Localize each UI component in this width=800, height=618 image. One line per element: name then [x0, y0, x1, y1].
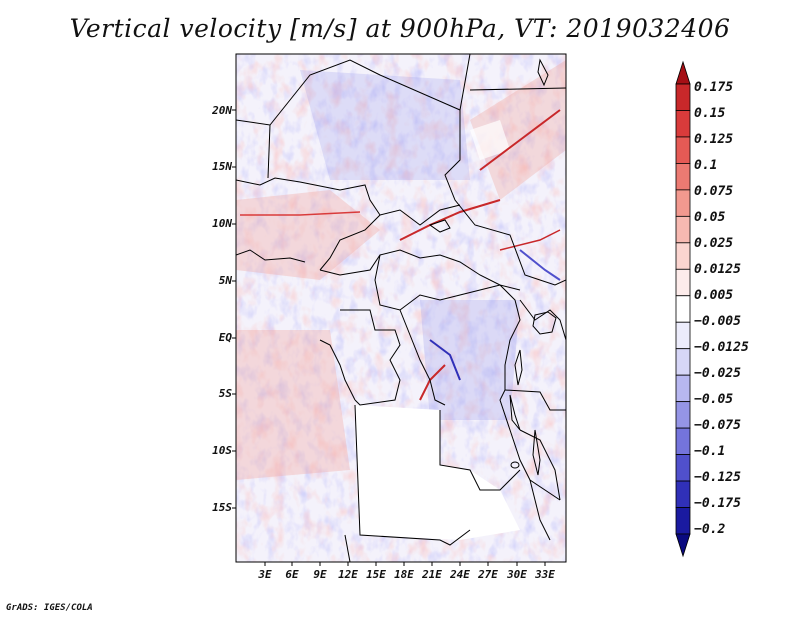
lat-label-10n: 10N: [212, 217, 232, 230]
lon-label-27e: 27E: [478, 568, 498, 581]
colorbar-label: 0.025: [694, 236, 734, 251]
colorbar-label: 0.05: [694, 210, 726, 225]
colorbar-label: 0.15: [694, 106, 726, 121]
lat-label-5s: 5S: [218, 387, 232, 400]
colorbar-label: 0.125: [694, 132, 734, 147]
colorbar-segment: [675, 295, 691, 323]
colorbar-label: 0.175: [694, 80, 734, 95]
axis-ticks: [232, 109, 546, 566]
lat-label-5n: 5N: [218, 274, 232, 287]
colorbar: [675, 60, 691, 558]
lat-label-15n: 15N: [212, 160, 232, 173]
colorbar-segment: [675, 163, 691, 191]
colorbar-label: −0.175: [694, 496, 741, 511]
velocity-field: [236, 54, 566, 562]
lon-label-12e: 12E: [338, 568, 358, 581]
lakes: [428, 58, 557, 476]
credit-text: GrADS: IGES/COLA: [6, 603, 93, 613]
colorbar-segment: [675, 136, 691, 164]
lon-label-18e: 18E: [394, 568, 414, 581]
colorbar-label: −0.075: [694, 418, 741, 433]
lat-label-eq: EQ: [218, 331, 232, 344]
map-frame: [235, 53, 567, 563]
colorbar-segment: [675, 401, 691, 429]
colorbar-segment: [675, 242, 691, 270]
colorbar-segment: [675, 348, 691, 376]
lon-label-3e: 3E: [258, 568, 272, 581]
colorbar-label: 0.1: [694, 158, 718, 173]
colorbar-top-arrow: [675, 60, 691, 85]
colorbar-label: −0.005: [694, 314, 741, 329]
colorbar-segment: [675, 427, 691, 455]
colorbar-segment: [675, 480, 691, 508]
colorbar-segment: [675, 507, 691, 535]
colorbar-segment: [675, 374, 691, 403]
lat-label-15s: 15S: [212, 501, 232, 514]
colorbar-label: −0.125: [694, 470, 741, 485]
lon-label-6e: 6E: [285, 568, 299, 581]
lon-label-21e: 21E: [422, 568, 442, 581]
colorbar-segment: [675, 454, 691, 482]
colorbar-segment: [675, 268, 691, 297]
colorbar-label: −0.025: [694, 366, 741, 381]
country-borders: [236, 54, 566, 562]
colorbar-label: −0.1: [694, 444, 726, 459]
map-title: Vertical velocity [m/s] at 900hPa, VT: 2…: [69, 14, 731, 43]
colorbar-label: 0.075: [694, 184, 734, 199]
lon-label-33e: 33E: [535, 568, 555, 581]
colorbar-segment: [675, 110, 691, 138]
colorbar-label: 0.005: [694, 288, 734, 303]
colorbar-segment: [675, 83, 691, 111]
lon-label-24e: 24E: [450, 568, 470, 581]
colorbar-segment: [675, 215, 691, 244]
lat-label-10s: 10S: [212, 444, 232, 457]
colorbar-segment: [675, 189, 691, 217]
lon-label-30e: 30E: [507, 568, 527, 581]
colorbar-label: −0.05: [694, 392, 734, 407]
colorbar-label: −0.2: [694, 522, 726, 537]
lon-label-9e: 9E: [313, 568, 327, 581]
colorbar-label: 0.0125: [694, 262, 741, 277]
lat-label-20n: 20N: [212, 104, 232, 117]
colorbar-label: −0.0125: [694, 340, 749, 355]
lon-label-15e: 15E: [366, 568, 386, 581]
colorbar-segment: [675, 321, 691, 350]
colorbar-bottom-arrow: [675, 533, 691, 558]
